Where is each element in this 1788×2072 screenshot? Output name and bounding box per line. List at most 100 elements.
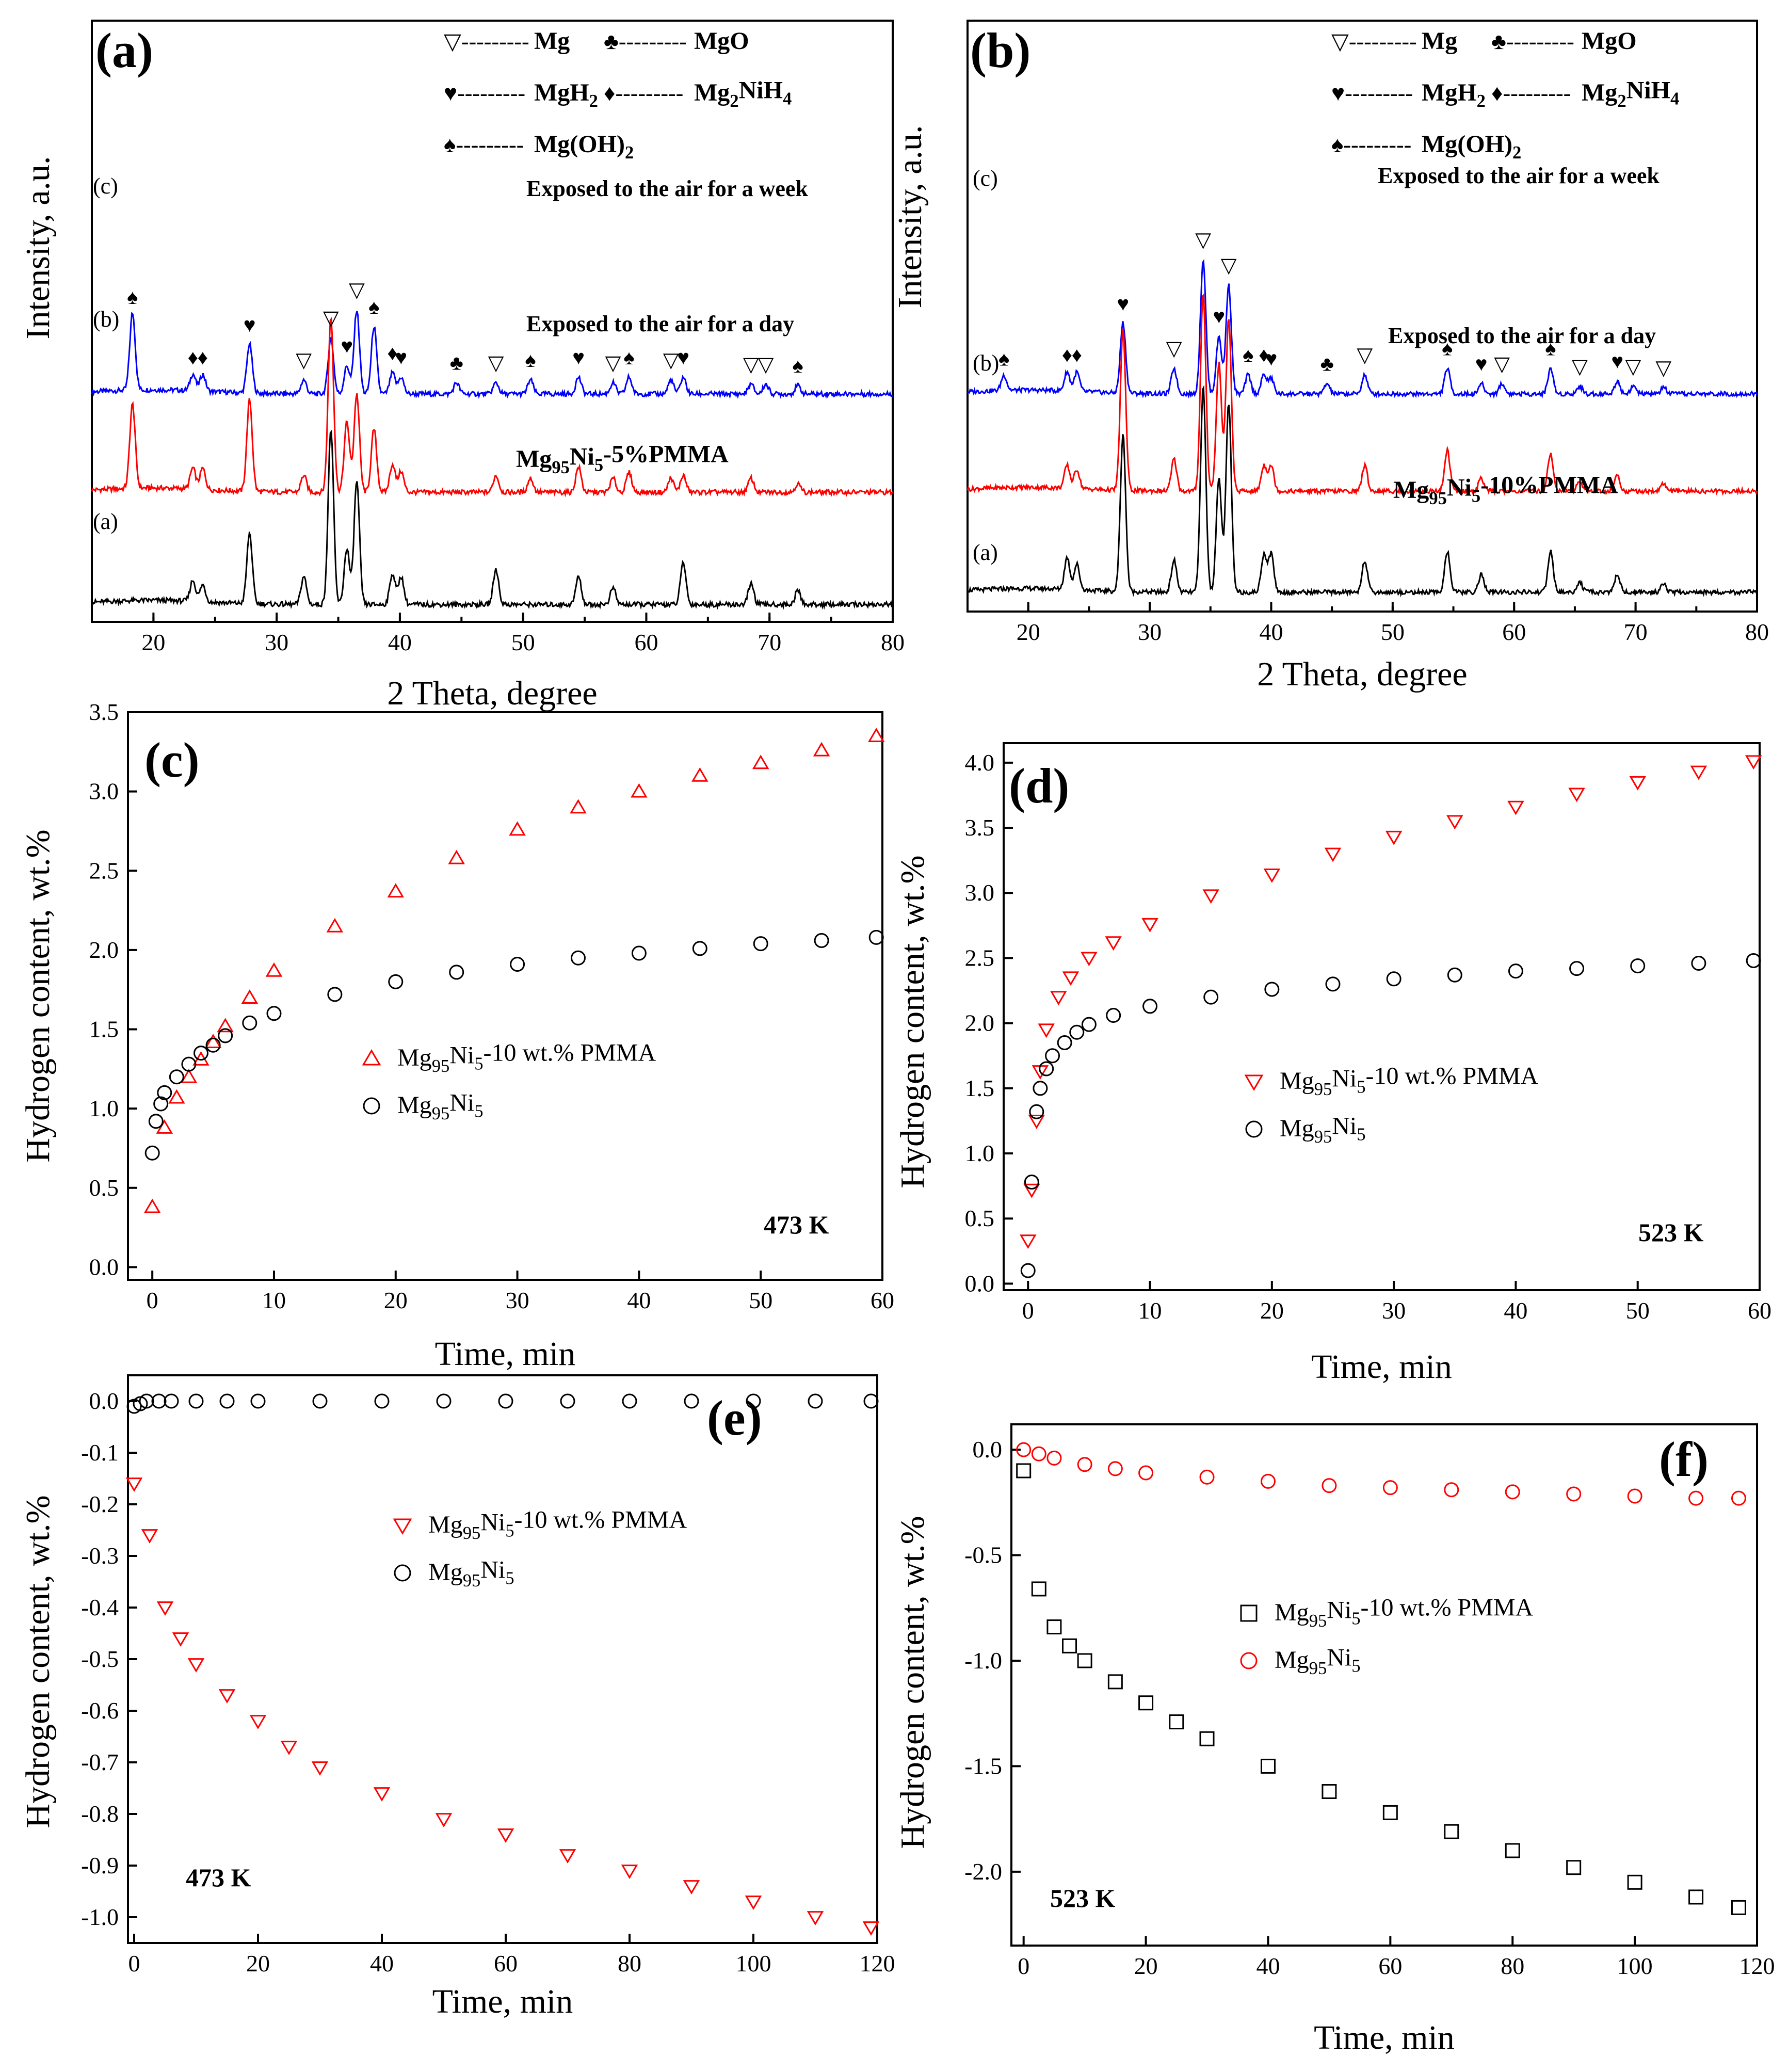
annotation: Exposed to the air for a week xyxy=(1378,163,1660,188)
data-point xyxy=(1690,765,1708,780)
x-tick-label: 30 xyxy=(506,1287,529,1313)
x-tick-label: 0 xyxy=(128,1950,140,1977)
y-tick-label: -0.4 xyxy=(81,1594,119,1620)
phase-marker: ▽ xyxy=(663,348,679,372)
data-point xyxy=(1264,982,1280,997)
data-point xyxy=(125,1477,143,1492)
phase-marker: ▽ xyxy=(605,351,621,375)
phase-legend-name: MgH2​ xyxy=(1422,79,1486,111)
series-1 xyxy=(126,1393,879,1414)
x-tick-label: 60 xyxy=(1378,1953,1402,1979)
data-point xyxy=(249,1715,267,1729)
phase-marker: ▽ xyxy=(1494,352,1510,375)
x-tick-label: 0 xyxy=(1018,1953,1029,1979)
phase-legend-name: Mg2​NiH4​ xyxy=(694,76,792,111)
data-point xyxy=(1020,1263,1036,1278)
phase-marker: ♥ xyxy=(244,313,256,336)
data-point xyxy=(1029,1104,1044,1119)
data-point xyxy=(1199,1731,1215,1746)
data-point xyxy=(374,1393,390,1409)
temperature-annotation: 523 K xyxy=(1050,1884,1116,1913)
data-point xyxy=(1203,989,1219,1005)
data-point xyxy=(1081,952,1098,967)
legend-label: Mg95​Ni5​ xyxy=(1280,1112,1366,1147)
data-point xyxy=(1077,1653,1092,1668)
data-point xyxy=(863,1393,879,1409)
data-point xyxy=(807,1911,824,1925)
data-point xyxy=(388,974,404,989)
data-point xyxy=(169,1069,184,1085)
data-point xyxy=(1031,1446,1046,1461)
phase-legend-symbol: ♠--------- xyxy=(1331,132,1411,157)
data-point xyxy=(684,1393,699,1409)
data-point xyxy=(622,1393,637,1409)
x-tick-label: 40 xyxy=(627,1287,651,1313)
data-point xyxy=(1046,1450,1062,1466)
data-point xyxy=(1382,1480,1398,1496)
phase-marker: ♠ xyxy=(793,354,803,377)
x-tick-label: 60 xyxy=(494,1950,518,1977)
y-tick-label: 0.0 xyxy=(973,1436,1003,1463)
data-point xyxy=(181,1056,197,1072)
data-point xyxy=(436,1393,452,1409)
data-point xyxy=(241,989,259,1004)
data-point xyxy=(327,987,343,1002)
legend-marker xyxy=(1240,1652,1258,1669)
x-tick-label: 40 xyxy=(388,629,412,655)
data-point xyxy=(153,1096,169,1112)
kinetics-panel-d: 0 10 20 30 40 50 60 0.0 0.5 1.0 1.5 2.0 2.5 3.0 3.5 4.0… xyxy=(894,742,1771,1386)
x-tick-label: 20 xyxy=(1134,1953,1158,1979)
data-point xyxy=(172,1632,189,1647)
phase-marker: ♥ xyxy=(1117,292,1129,315)
data-point xyxy=(1142,999,1158,1014)
x-tick-label: 120 xyxy=(860,1950,895,1977)
series-0 xyxy=(1016,1463,1746,1915)
data-point xyxy=(1062,1638,1077,1653)
data-point xyxy=(1199,1469,1215,1485)
data-point xyxy=(193,1046,208,1061)
phase-legend-symbol: ♠--------- xyxy=(444,132,524,157)
panel-label: (f) xyxy=(1659,1432,1709,1487)
data-point xyxy=(242,1015,257,1031)
curve-label: (b) xyxy=(93,307,119,332)
plot-frame xyxy=(127,1374,878,1944)
x-axis-label: 2 Theta, degree xyxy=(387,674,597,712)
x-tick-label: 60 xyxy=(871,1287,894,1313)
plot-frame xyxy=(127,711,883,1281)
phase-marker: ♥ xyxy=(677,346,689,369)
phase-legend-symbol: ♥--------- xyxy=(1331,81,1413,106)
data-point xyxy=(435,1813,453,1827)
y-tick-label: 2.5 xyxy=(89,857,119,884)
data-point xyxy=(1629,776,1646,791)
legend-marker xyxy=(1245,1120,1263,1138)
x-tick-label: 50 xyxy=(1626,1297,1650,1324)
data-point xyxy=(1325,976,1341,992)
x-tick-label: 70 xyxy=(758,629,781,655)
data-point xyxy=(219,1393,235,1409)
phase-marker: ▽ xyxy=(743,352,759,376)
phase-marker: ▽ xyxy=(758,352,774,376)
data-point xyxy=(1688,1889,1704,1905)
data-point xyxy=(1023,1183,1040,1198)
x-tick-label: 80 xyxy=(881,629,905,655)
data-point xyxy=(1141,918,1158,933)
phase-legend-symbol: ▽--------- xyxy=(1331,29,1417,54)
temperature-annotation: 473 K xyxy=(764,1210,829,1239)
x-tick-label: 100 xyxy=(736,1950,771,1977)
phase-marker: ♦ xyxy=(198,346,208,369)
x-tick-label: 120 xyxy=(1739,1953,1775,1979)
data-point xyxy=(570,950,586,966)
phase-legend-name: MgO xyxy=(1582,27,1637,55)
data-point xyxy=(1630,958,1646,974)
legend-label: Mg95​Ni5​ xyxy=(1275,1644,1361,1678)
phase-legend-symbol: ♦--------- xyxy=(1491,81,1571,106)
series-0 xyxy=(1019,755,1762,1249)
data-point xyxy=(683,1880,700,1894)
data-point xyxy=(187,1658,205,1673)
plot-frame xyxy=(1003,742,1761,1291)
y-tick-label: -0.2 xyxy=(81,1491,119,1517)
legend-label: Mg95​Ni5​-10 wt.% PMMA xyxy=(1280,1063,1539,1100)
data-point xyxy=(1106,1007,1121,1023)
data-point xyxy=(1069,1024,1085,1040)
data-point xyxy=(691,767,708,782)
